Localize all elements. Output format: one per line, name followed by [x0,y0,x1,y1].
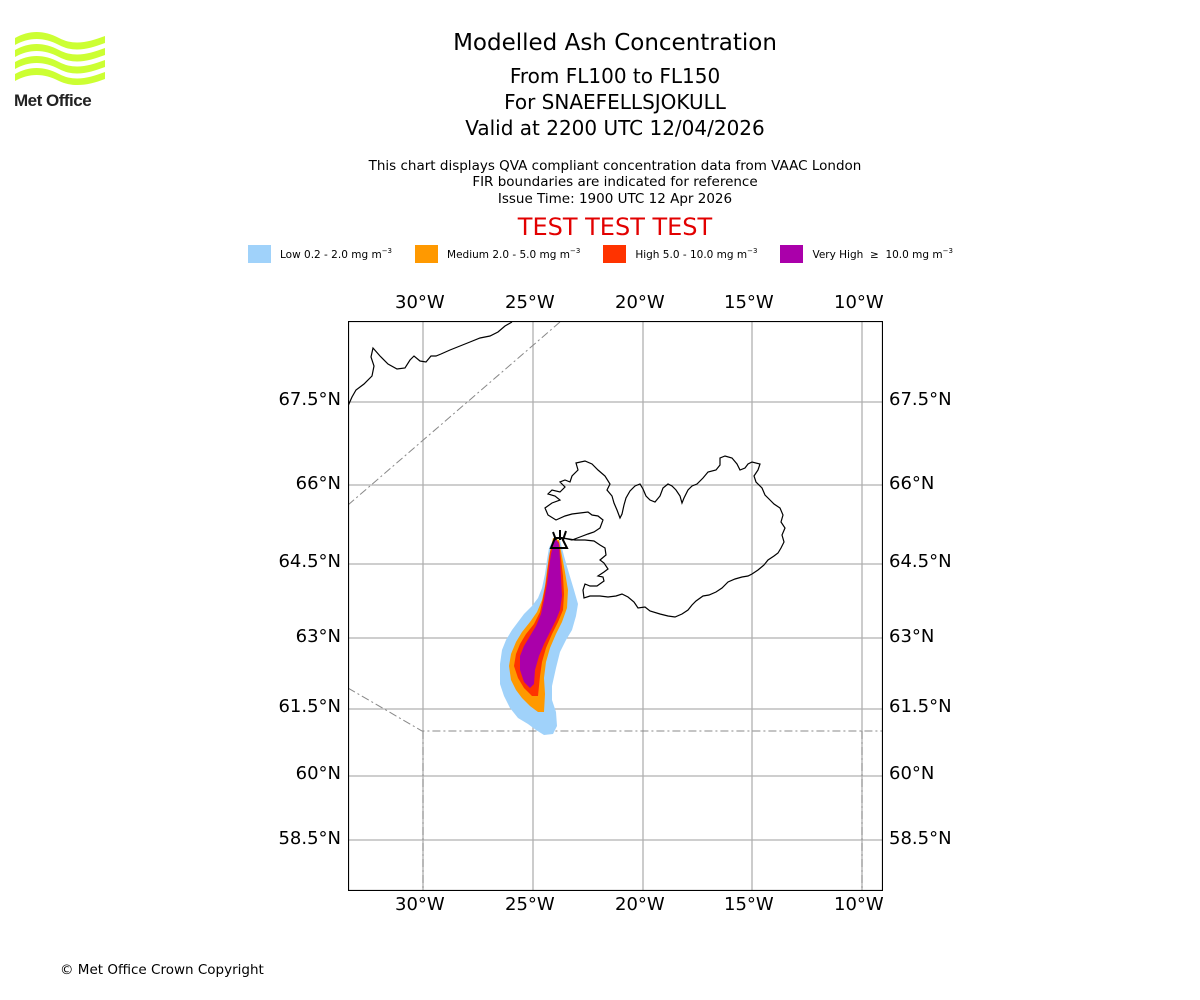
lon-tick-top: 20°W [615,292,665,313]
map-frame [348,321,883,891]
lon-tick-top: 15°W [724,292,774,313]
lat-tick-left: 64.5°N [278,551,341,572]
lon-tick-top: 25°W [505,292,555,313]
lat-tick-left: 63°N [295,626,341,647]
lat-tick-right: 60°N [889,763,935,784]
plume-very-high [520,538,562,688]
legend-label-high: High 5.0 - 10.0 mg m−3 [635,247,758,261]
legend-swatch-medium [415,245,439,263]
graticule [348,321,883,891]
ash-map [348,321,883,891]
lat-tick-left: 66°N [295,473,341,494]
lat-tick-left: 58.5°N [278,828,341,849]
legend-swatch-low [248,245,271,263]
lat-tick-left: 67.5°N [278,389,341,410]
legend: Low 0.2 - 2.0 mg m−3 Medium 2.0 - 5.0 mg… [248,244,976,264]
lon-tick-bottom: 25°W [505,894,555,915]
lat-tick-right: 61.5°N [889,696,952,717]
flight-level-range: From FL100 to FL150 [509,64,721,88]
lat-tick-right: 66°N [889,473,935,494]
fir-boundary [348,321,561,506]
lat-tick-left: 61.5°N [278,696,341,717]
greenland-coastline [348,321,513,407]
test-banner: TEST TEST TEST [517,213,713,241]
lon-tick-bottom: 10°W [834,894,884,915]
legend-item-high: High 5.0 - 10.0 mg m−3 [603,245,757,263]
lat-tick-right: 63°N [889,626,935,647]
volcano-name: For SNAEFELLSJOKULL [504,90,726,114]
lat-tick-right: 58.5°N [889,828,952,849]
subtitle-line-1: This chart displays QVA compliant concen… [368,158,862,174]
lon-tick-bottom: 30°W [395,894,445,915]
fir-boundaries [348,321,883,891]
met-office-logo: Met Office [14,30,109,112]
legend-label-low: Low 0.2 - 2.0 mg m−3 [280,247,393,261]
copyright-notice: © Met Office Crown Copyright [60,962,264,978]
lat-tick-left: 60°N [295,763,341,784]
lon-tick-top: 10°W [834,292,884,313]
lon-tick-top: 30°W [395,292,445,313]
legend-swatch-very-high [780,245,804,263]
legend-item-very-high: Very High ≥ 10.0 mg m−3 [780,245,953,263]
ash-plume [500,538,578,735]
logo-text: Met Office [14,91,92,110]
valid-time: Valid at 2200 UTC 12/04/2026 [465,116,765,140]
iceland-coastline [544,455,786,618]
subtitle-line-2: FIR boundaries are indicated for referen… [472,174,758,190]
legend-item-low: Low 0.2 - 2.0 mg m−3 [248,245,392,263]
legend-item-medium: Medium 2.0 - 5.0 mg m−3 [415,245,580,263]
fir-boundary [348,687,883,732]
lon-tick-bottom: 15°W [724,894,774,915]
lon-tick-bottom: 20°W [615,894,665,915]
legend-swatch-high [603,245,627,263]
chart-title: Modelled Ash Concentration [453,30,777,56]
legend-label-very-high: Very High ≥ 10.0 mg m−3 [812,247,953,261]
lat-tick-right: 67.5°N [889,389,952,410]
volcano-marker-icon [549,530,569,549]
legend-label-medium: Medium 2.0 - 5.0 mg m−3 [447,247,581,261]
met-office-waves-icon [15,32,105,86]
issue-time: Issue Time: 1900 UTC 12 Apr 2026 [497,191,733,207]
lat-tick-right: 64.5°N [889,551,952,572]
